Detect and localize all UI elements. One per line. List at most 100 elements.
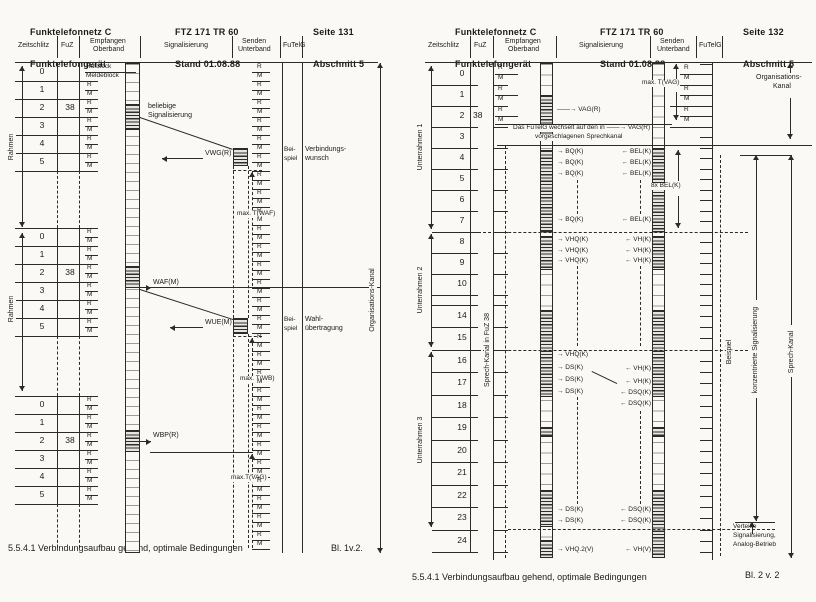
diagram-line [233, 170, 262, 171]
diagram-line [252, 315, 270, 316]
signal-vh: ← VH(K) [625, 378, 651, 385]
timeslot-number: 20 [457, 444, 467, 455]
block-letter: M [257, 486, 263, 493]
diagram-line [493, 231, 508, 233]
timeslot-number: 4 [459, 152, 465, 162]
diagram-line [493, 168, 508, 170]
diagram-line [252, 369, 270, 370]
organisationskanal-label: Organisations-Kanal [369, 266, 377, 334]
timeslot-number: 17 [457, 377, 467, 388]
diagram-line [640, 266, 641, 346]
block-letter: M [257, 72, 263, 79]
diagram-line [791, 155, 792, 325]
diagram-line [252, 454, 253, 548]
diagram-line [700, 417, 712, 418]
block-letter: M [87, 477, 93, 484]
diagram-line [252, 135, 270, 136]
diagram-line [252, 387, 270, 388]
timeslot-number: 0 [39, 231, 45, 241]
diagram-line [432, 147, 478, 149]
arrowhead-icon [249, 172, 255, 177]
standard-block-right: FTZ 171 TR 60 Stand 01.08.88 [600, 6, 665, 90]
timeline-bar [125, 63, 140, 553]
block-letter: M [257, 252, 263, 259]
diagram-line [252, 513, 270, 514]
futelg-note-1: Das FuTelG wechselt auf den in ——→ VAG(R… [512, 124, 652, 132]
beispiel-label: Beispiel [726, 337, 734, 367]
diagram-line [252, 414, 270, 415]
signal-ds: → DS(K) [557, 506, 583, 513]
diagram-line [22, 233, 23, 391]
timeslot-number: 24 [457, 534, 467, 545]
diagram-line [493, 529, 508, 531]
diagram-line [252, 288, 270, 289]
diagram-line [432, 273, 478, 275]
standard-number: FTZ 171 TR 60 [175, 27, 239, 37]
futelg-note-2: vorgeschlagenen Sprechkanal [534, 133, 624, 141]
diagram-line [790, 63, 791, 73]
device-title: Funktelefongerät [30, 58, 107, 69]
diagram-line [252, 396, 270, 397]
diagram-line [15, 135, 98, 136]
diagram-line [700, 495, 712, 497]
diagram-line [79, 63, 80, 171]
diagram-line [493, 439, 508, 441]
diagram-line [493, 552, 508, 553]
diagram-line [15, 486, 98, 487]
block-letter: R [257, 315, 262, 322]
diagram-line [493, 273, 508, 275]
block-letter: M [87, 459, 93, 466]
signal-vh: ← VH(K) [625, 257, 651, 264]
col-header-unterband: Unterband [238, 46, 271, 53]
block-letter: Rufblock [86, 62, 112, 70]
diagram-line [700, 252, 712, 254]
diagram-line [700, 372, 712, 373]
diagram-line [700, 507, 712, 508]
diagram-line [252, 207, 270, 208]
signal-burst-block [233, 148, 248, 166]
diagram-line [700, 383, 712, 385]
arrowhead-icon [428, 342, 434, 347]
block-letter: R [257, 531, 262, 538]
block-letter: M [498, 74, 504, 81]
timeslot-number: 4 [39, 471, 45, 481]
timeslot-number: 9 [459, 257, 465, 267]
diagram-line [700, 273, 712, 275]
diagram-line [252, 144, 270, 145]
signal-vh: ← VH(K) [625, 236, 651, 243]
signal-burst-block [540, 540, 553, 558]
diagram-line [700, 179, 712, 180]
arrowhead-icon [19, 233, 25, 238]
note-wahluebertragung: Wahl- [305, 316, 324, 323]
col-header-zeitschlitz: Zeitschlitz [428, 42, 460, 49]
diagram-line [700, 137, 712, 138]
diagram-line [282, 62, 283, 553]
diagram-line [700, 263, 712, 264]
signal-dsq: ← DSQ(K) [619, 517, 651, 524]
block-letter: R [257, 477, 262, 484]
block-letter: M [87, 441, 93, 448]
diagram-line [252, 423, 270, 424]
diagram-line [150, 452, 253, 453]
diagram-line [700, 428, 712, 430]
diagram-line [432, 417, 478, 418]
diagram-line [432, 349, 478, 351]
col-header-empfangen: Empfangen [90, 38, 126, 45]
note-verteilte-2: Signalisierung, [733, 532, 776, 539]
block-letter: R [87, 432, 92, 439]
diagram-line [432, 327, 478, 328]
diagram-line [248, 334, 249, 548]
standard-number: FTZ 171 TR 60 [600, 27, 664, 37]
block-letter: M [87, 162, 93, 169]
diagram-line [85, 291, 98, 292]
diagram-line [700, 327, 712, 328]
block-letter: M [257, 324, 263, 331]
diagram-line [85, 327, 98, 328]
diagram-line [676, 92, 677, 120]
timeslot-number: 10 [457, 278, 467, 288]
block-letter: M [257, 288, 263, 295]
device-title: Funktelefongerät [455, 58, 532, 69]
diagram-line [85, 405, 98, 406]
block-letter: R [257, 387, 262, 394]
note-verteilte: Verteilte [733, 523, 757, 530]
